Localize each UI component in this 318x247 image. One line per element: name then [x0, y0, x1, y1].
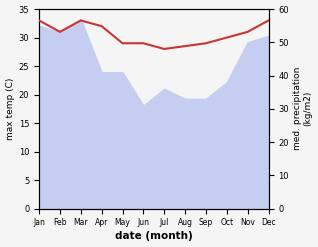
X-axis label: date (month): date (month) — [115, 231, 193, 242]
Y-axis label: med. precipitation
(kg/m2): med. precipitation (kg/m2) — [293, 67, 313, 150]
Y-axis label: max temp (C): max temp (C) — [5, 78, 15, 140]
